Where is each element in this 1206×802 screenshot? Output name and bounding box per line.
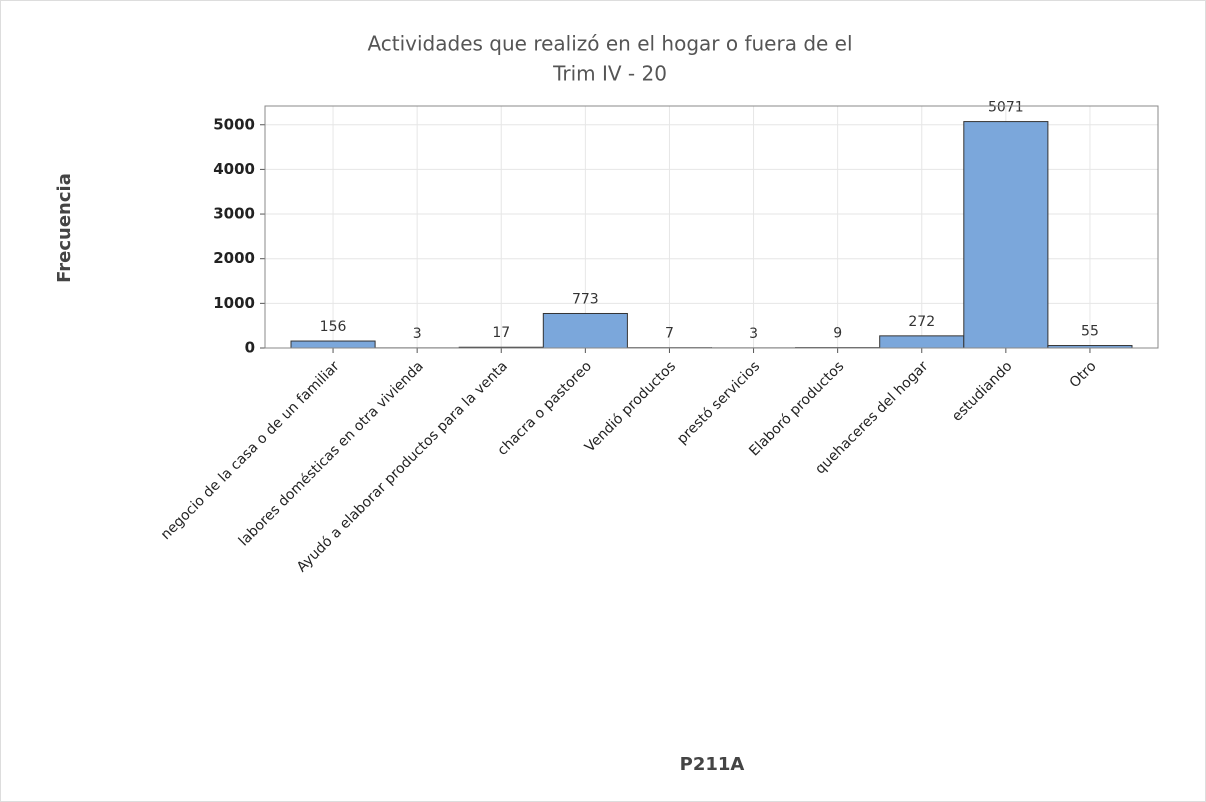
bar: [290, 340, 376, 349]
x-axis-label: P211A: [680, 754, 745, 775]
y-axis-label: Frecuencia: [54, 173, 75, 283]
value-label: 55: [1081, 324, 1099, 340]
bar: [963, 121, 1049, 349]
value-label: 9: [833, 326, 842, 342]
y-tick-label: 2000: [213, 249, 255, 267]
plot-border: [264, 105, 1159, 349]
chart-title: Actividades que realizó en el hogar o fu…: [367, 32, 852, 56]
y-tick-label: 1000: [213, 294, 255, 312]
value-label: 3: [749, 326, 758, 342]
value-label: 773: [572, 291, 599, 307]
y-tick-label: 5000: [213, 115, 255, 133]
value-label: 5071: [988, 100, 1024, 116]
chart-subtitle: Trim IV - 20: [552, 62, 667, 86]
value-label: 3: [413, 326, 422, 342]
bar: [879, 335, 965, 349]
value-label: 17: [492, 325, 510, 341]
y-tick-label: 0: [245, 339, 255, 357]
value-label: 7: [665, 326, 674, 342]
y-tick-label: 4000: [213, 160, 255, 178]
value-label: 272: [908, 314, 935, 330]
bar: [542, 312, 628, 349]
y-tick-label: 3000: [213, 205, 255, 223]
value-label: 156: [320, 319, 347, 335]
